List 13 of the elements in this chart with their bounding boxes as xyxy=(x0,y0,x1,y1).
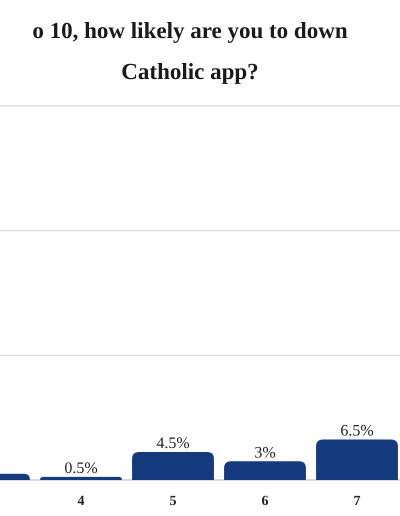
bar xyxy=(40,476,122,480)
data-label: 4.5% xyxy=(156,434,190,452)
bar xyxy=(224,461,306,480)
data-label: 0.5% xyxy=(64,460,98,477)
x-tick-label: 5 xyxy=(170,494,176,509)
chart-title: o 10, how likely are you to down Catholic app? xyxy=(32,18,348,84)
bar xyxy=(316,439,398,480)
data-label: 3% xyxy=(254,444,276,462)
data-label: 6.5% xyxy=(340,422,374,440)
x-tick-label: 6 xyxy=(262,494,268,509)
x-tick-label: 4 xyxy=(78,494,84,509)
bar xyxy=(132,452,214,480)
x-tick-label: 7 xyxy=(354,494,360,509)
